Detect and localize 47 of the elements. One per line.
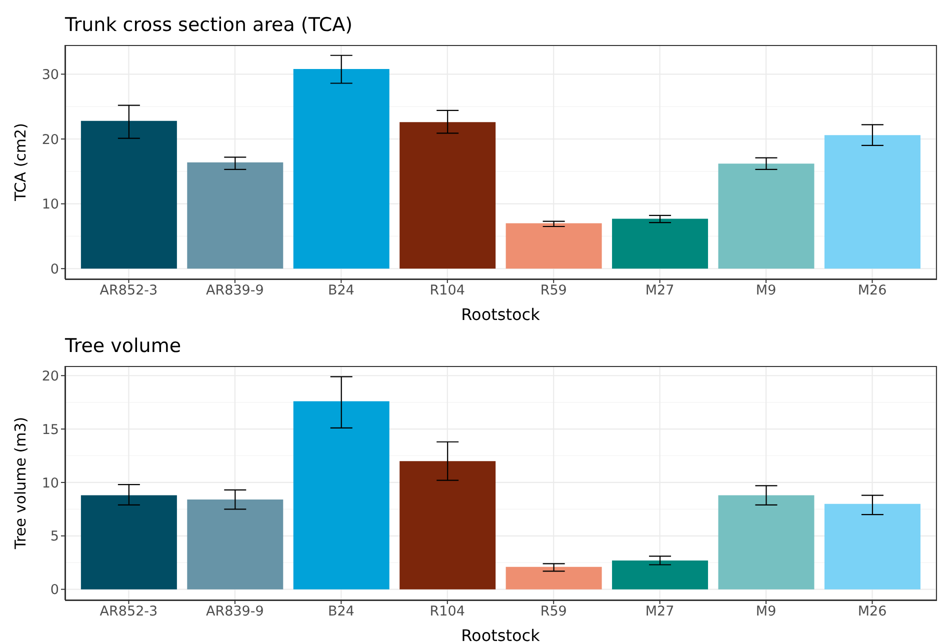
bar	[612, 218, 708, 269]
bar	[718, 164, 814, 269]
bar	[187, 500, 284, 590]
bar	[824, 504, 920, 590]
x-tick-label: R59	[540, 282, 567, 299]
bar	[824, 135, 920, 269]
x-tick-label: R59	[540, 604, 567, 620]
bar	[506, 223, 602, 269]
chart-title: Trunk cross section area (TCA)	[65, 14, 353, 36]
chart-title: Tree volume	[65, 335, 182, 357]
y-tick-label: 20	[42, 132, 59, 148]
x-tick-label: AR852-3	[100, 282, 158, 299]
x-axis-title: Rootstock	[461, 305, 541, 324]
x-tick-label: R104	[430, 604, 465, 620]
y-tick-label: 10	[42, 475, 59, 492]
bar	[80, 120, 177, 269]
x-tick-label: M26	[858, 282, 887, 299]
y-tick-label: 0	[50, 261, 59, 278]
x-axis-title: Rootstock	[461, 626, 541, 642]
y-axis-title: Tree volume (m3)	[11, 416, 30, 550]
x-tick-label: M9	[756, 282, 776, 299]
bar	[400, 461, 496, 590]
x-tick-label: M9	[756, 604, 776, 620]
bar	[80, 495, 177, 590]
bar	[718, 495, 814, 590]
bar	[293, 401, 390, 590]
y-tick-label: 5	[50, 528, 59, 545]
x-tick-label: AR852-3	[100, 604, 158, 620]
x-tick-label: M27	[645, 604, 674, 620]
x-tick-label: AR839-9	[206, 282, 264, 299]
bar	[187, 162, 284, 269]
x-tick-label: B24	[328, 282, 354, 299]
bar	[612, 560, 708, 590]
y-tick-label: 10	[42, 196, 59, 213]
x-tick-label: M27	[645, 282, 674, 299]
y-tick-label: 30	[42, 66, 59, 83]
x-tick-label: R104	[430, 282, 465, 299]
x-tick-label: AR839-9	[206, 604, 264, 620]
bar	[506, 566, 602, 590]
x-tick-label: M26	[858, 604, 887, 620]
bar	[400, 122, 496, 269]
y-tick-label: 20	[42, 368, 59, 384]
y-tick-label: 15	[42, 422, 59, 438]
y-axis-title: TCA (cm2)	[11, 123, 30, 202]
x-tick-label: B24	[328, 604, 354, 620]
y-tick-label: 0	[50, 582, 59, 598]
bar	[293, 68, 390, 269]
